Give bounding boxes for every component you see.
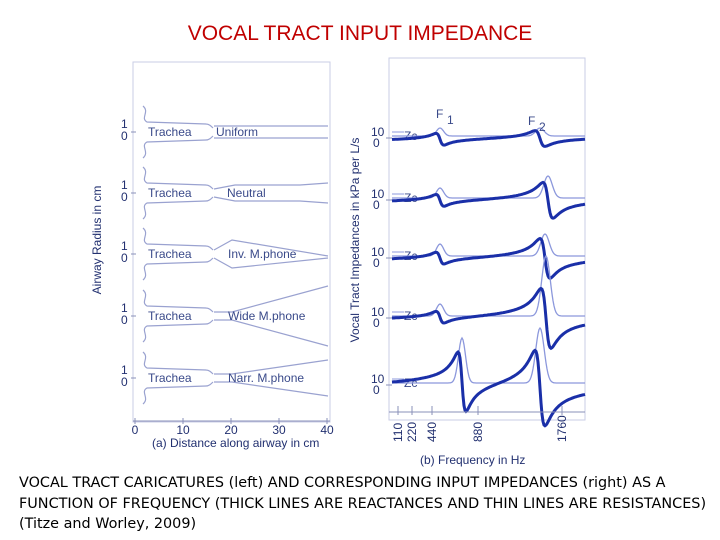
impedance-row-4: 100 Zc bbox=[371, 254, 586, 351]
impedance-tick-0: 0 bbox=[373, 256, 380, 270]
left-x-ticks: 0 10 20 30 40 bbox=[132, 418, 334, 437]
tract-lower-wall bbox=[213, 257, 329, 269]
trachea-upper-wall bbox=[142, 227, 214, 251]
reactance-curve bbox=[391, 129, 586, 148]
impedance-tick-10: 10 bbox=[371, 187, 385, 201]
tract-lower-wall bbox=[213, 196, 329, 204]
tract-lower-wall bbox=[214, 381, 329, 397]
radius-tick-1: 1 bbox=[121, 178, 128, 192]
formant-f1-sub: 1 bbox=[447, 113, 454, 127]
formant-f2-sub: 2 bbox=[539, 120, 546, 134]
airway-row-1: 10 Trachea Uniform bbox=[121, 105, 328, 159]
radius-tick-0: 0 bbox=[121, 251, 128, 265]
right-x-axis-label: (b) Frequency in Hz bbox=[420, 453, 525, 467]
radius-tick-1: 1 bbox=[121, 117, 128, 131]
tract-shape-label: Inv. M.phone bbox=[228, 247, 297, 261]
left-x-tick-label: 10 bbox=[176, 423, 190, 437]
tract-shape-label: Neutral bbox=[227, 186, 266, 200]
right-panel-frame bbox=[388, 57, 586, 421]
impedance-row-1: 100 Zc bbox=[371, 125, 586, 150]
reactance-curve bbox=[391, 286, 586, 351]
trachea-upper-wall bbox=[142, 166, 214, 190]
airway-row-2: 10 Trachea Neutral bbox=[121, 166, 329, 220]
right-y-axis-label: Vocal Tract Impedances in kPa per L/s bbox=[348, 138, 362, 343]
left-y-axis-label: Airway Radius in cm bbox=[90, 186, 104, 295]
impedance-tick-10: 10 bbox=[371, 245, 385, 259]
trachea-label: Trachea bbox=[148, 247, 192, 261]
tract-lower-wall bbox=[214, 319, 329, 347]
tract-upper-wall bbox=[214, 359, 329, 375]
reactance-curve bbox=[391, 348, 586, 428]
right-x-ticks: 110 220 440 880 1760 bbox=[391, 406, 569, 442]
impedance-tick-10: 10 bbox=[371, 125, 385, 139]
freq-tick-label: 1760 bbox=[555, 415, 569, 442]
tract-shape-label: Uniform bbox=[216, 125, 258, 139]
trachea-upper-wall bbox=[142, 351, 214, 375]
freq-tick-label: 110 bbox=[391, 423, 405, 442]
trachea-label: Trachea bbox=[148, 186, 192, 200]
airway-row-4: 10 Trachea Wide M.phone bbox=[121, 285, 329, 347]
radius-tick-0: 0 bbox=[121, 129, 128, 143]
trachea-upper-wall bbox=[142, 105, 214, 129]
formant-f2: F bbox=[528, 114, 535, 128]
trachea-lower-wall bbox=[142, 319, 214, 343]
tract-upper-wall bbox=[214, 285, 329, 313]
impedance-tick-0: 0 bbox=[373, 383, 380, 397]
impedance-tick-0: 0 bbox=[373, 136, 380, 150]
trachea-lower-wall bbox=[142, 257, 214, 281]
trachea-label: Trachea bbox=[148, 309, 192, 323]
trachea-upper-wall bbox=[142, 289, 214, 313]
resistance-curve bbox=[392, 127, 585, 137]
impedance-row-5: 100 Zc bbox=[371, 326, 586, 428]
freq-tick-label: 220 bbox=[405, 422, 419, 442]
right-panel: Vocal Tract Impedances in kPa per L/s 10… bbox=[348, 57, 586, 467]
impedance-row-2: 100 Zc bbox=[371, 175, 586, 220]
trachea-lower-wall bbox=[142, 381, 214, 405]
radius-tick-0: 0 bbox=[121, 313, 128, 327]
resistance-curve bbox=[392, 326, 585, 384]
tract-upper-wall bbox=[213, 182, 329, 190]
left-x-tick-label: 20 bbox=[224, 423, 238, 437]
tract-upper-wall bbox=[213, 239, 329, 257]
formant-f1-label: F 1 bbox=[436, 107, 454, 127]
left-x-tick-label: 30 bbox=[272, 423, 286, 437]
resistance-curve bbox=[392, 175, 585, 199]
formant-f2-label: F 2 bbox=[528, 114, 546, 134]
left-x-tick-label: 0 bbox=[132, 423, 139, 437]
tract-shape-label: Wide M.phone bbox=[228, 309, 306, 323]
impedance-row-3: 100 Zc bbox=[371, 233, 586, 280]
tract-shape-label: Narr. M.phone bbox=[228, 371, 304, 385]
airway-row-5: 10 Trachea Narr. M.phone bbox=[121, 351, 329, 405]
resistance-curve bbox=[392, 233, 585, 257]
formant-f1: F bbox=[436, 107, 443, 121]
radius-tick-1: 1 bbox=[121, 363, 128, 377]
freq-tick-label: 880 bbox=[471, 422, 485, 442]
radius-tick-0: 0 bbox=[121, 375, 128, 389]
radius-tick-0: 0 bbox=[121, 190, 128, 204]
radius-tick-1: 1 bbox=[121, 301, 128, 315]
trachea-lower-wall bbox=[142, 196, 214, 220]
reactance-curve bbox=[391, 180, 586, 220]
radius-tick-1: 1 bbox=[121, 239, 128, 253]
trachea-label: Trachea bbox=[148, 125, 192, 139]
figure-caption: VOCAL TRACT CARICATURES (left) AND CORRE… bbox=[19, 475, 707, 532]
freq-tick-label: 440 bbox=[425, 422, 439, 442]
trachea-lower-wall bbox=[142, 135, 214, 159]
reactance-curve bbox=[392, 236, 586, 280]
resistance-curve bbox=[392, 254, 585, 317]
slide-title: VOCAL TRACT INPUT IMPEDANCE bbox=[187, 22, 533, 45]
left-x-axis-label: (a) Distance along airway in cm bbox=[152, 436, 319, 450]
airway-row-3: 10 Trachea Inv. M.phone bbox=[121, 227, 329, 281]
impedance-tick-10: 10 bbox=[371, 305, 385, 319]
impedance-tick-0: 0 bbox=[373, 198, 380, 212]
impedance-tick-10: 10 bbox=[371, 372, 385, 386]
trachea-label: Trachea bbox=[148, 371, 192, 385]
impedance-tick-0: 0 bbox=[373, 316, 380, 330]
left-x-tick-label: 40 bbox=[320, 423, 334, 437]
